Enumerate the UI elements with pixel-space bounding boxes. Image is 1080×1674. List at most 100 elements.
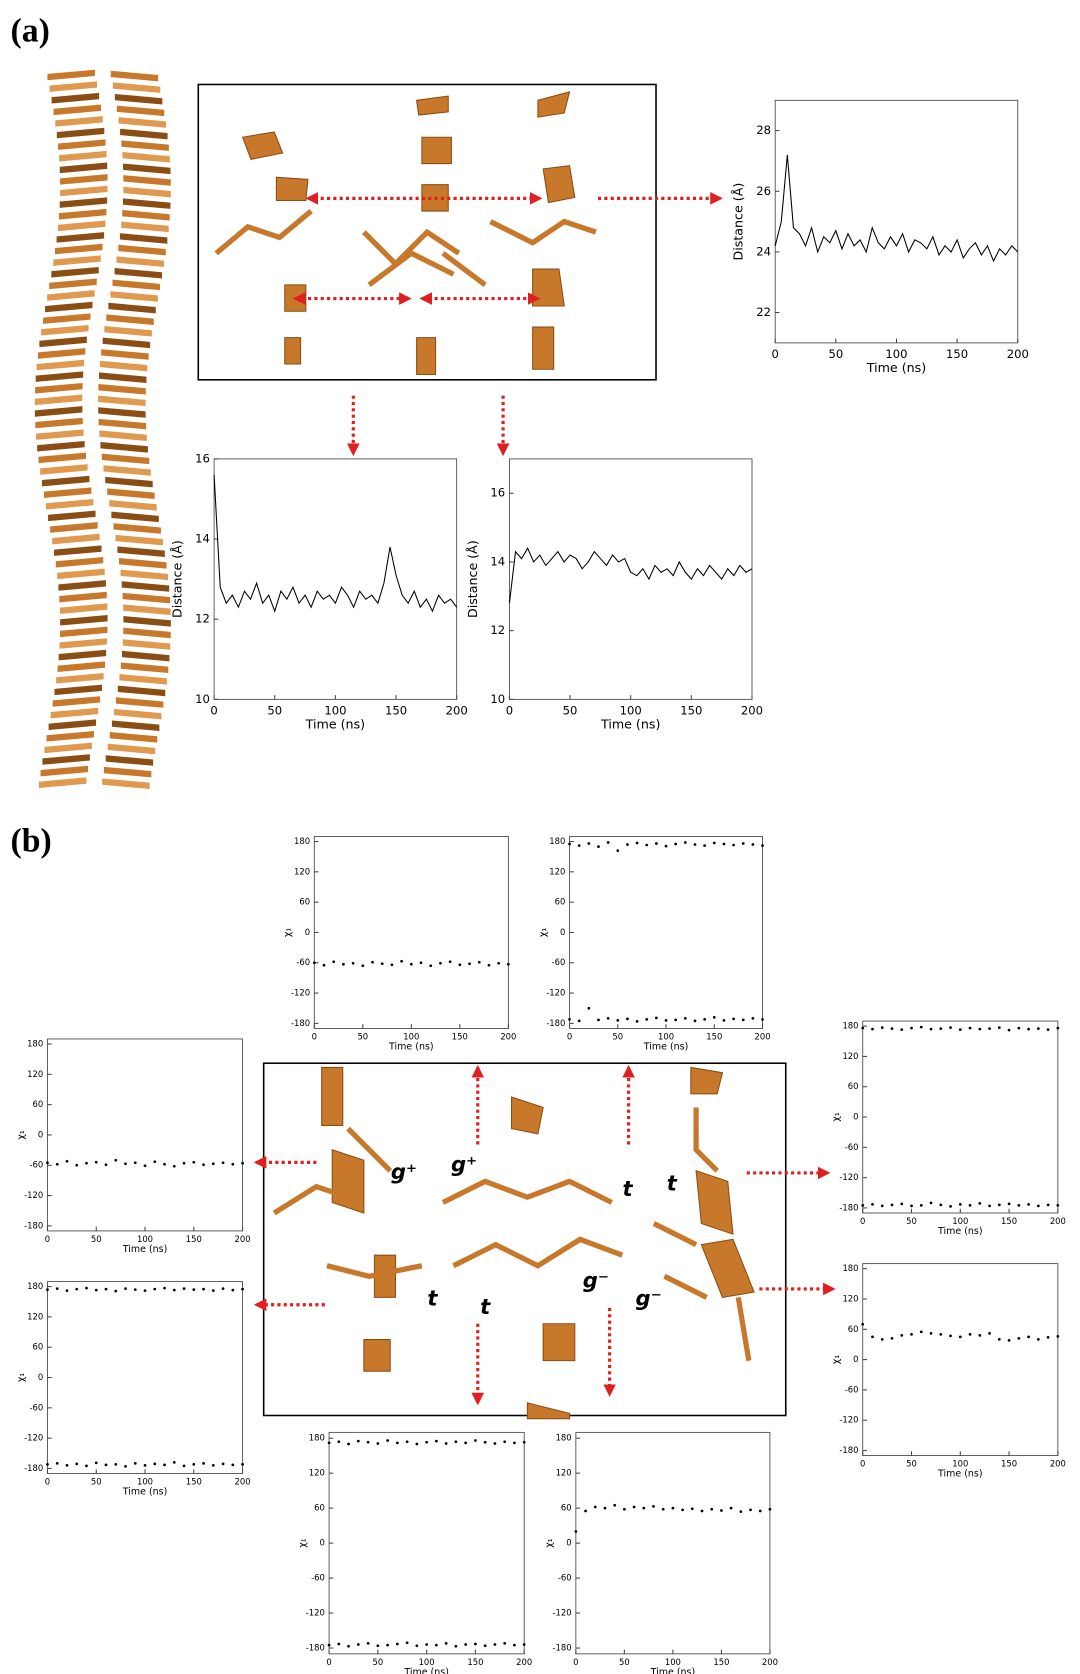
data-point — [1008, 1339, 1011, 1342]
data-point — [231, 1289, 234, 1292]
data-point — [386, 1439, 389, 1442]
y-tick-label: -120 — [546, 988, 565, 998]
data-point — [720, 1509, 723, 1512]
data-point — [742, 1018, 745, 1021]
x-tick-label: 0 — [506, 703, 513, 717]
data-point — [998, 1204, 1001, 1207]
x-tick-label: 0 — [45, 1234, 50, 1244]
data-point — [153, 1160, 156, 1163]
y-axis-label: χ₁ — [283, 928, 294, 937]
data-point — [323, 964, 326, 967]
plot-frame — [47, 1282, 242, 1474]
data-point — [861, 1323, 864, 1326]
data-point — [988, 1205, 991, 1208]
y-tick-label: -180 — [291, 1018, 310, 1028]
y-tick-label: 26 — [756, 184, 771, 198]
y-tick-label: 0 — [566, 1538, 571, 1548]
fibril-image — [35, 70, 171, 789]
data-point — [114, 1159, 117, 1162]
data-point — [623, 1508, 626, 1511]
data-point — [587, 1007, 590, 1010]
fibril-strand — [52, 534, 163, 546]
data-point — [710, 1508, 713, 1511]
x-tick-label: 200 — [516, 1657, 532, 1667]
data-point — [636, 842, 639, 845]
fibril-strand — [40, 464, 151, 476]
data-point — [920, 1330, 923, 1333]
fibril-strand — [54, 545, 165, 557]
x-tick-label: 150 — [1001, 1216, 1017, 1226]
data-point — [655, 1016, 658, 1019]
y-axis-label: Distance (Å) — [170, 540, 185, 618]
data-point — [46, 1288, 49, 1291]
y-tick-label: 180 — [309, 1433, 325, 1443]
x-tick-label: 100 — [324, 703, 346, 717]
fibril-strand — [54, 105, 165, 117]
data-point — [694, 843, 697, 846]
data-point — [75, 1288, 78, 1291]
x-axis-label: Time (ns) — [122, 1244, 168, 1255]
data-point — [381, 962, 384, 965]
y-tick-label: 0 — [560, 927, 565, 937]
data-point — [1017, 1204, 1020, 1207]
x-axis-label: Time (ns) — [643, 1041, 689, 1052]
plot-frame — [576, 1432, 770, 1653]
y-tick-label: 120 — [549, 866, 565, 876]
fibril-strand — [38, 348, 149, 360]
x-tick-label: 100 — [952, 1216, 968, 1226]
y-tick-label: -180 — [306, 1643, 325, 1653]
fibril-strand — [55, 116, 166, 128]
data-point — [503, 1440, 506, 1443]
data-point — [202, 1288, 205, 1291]
data-point — [134, 1161, 137, 1164]
data-point — [930, 1028, 933, 1031]
data-point — [1017, 1027, 1020, 1030]
data-point — [1027, 1335, 1030, 1338]
fibril-strand — [39, 453, 150, 465]
data-point — [1056, 1027, 1059, 1030]
y-tick-label: -120 — [553, 1608, 572, 1618]
data-point — [871, 1335, 874, 1338]
data-point — [420, 961, 423, 964]
data-point — [568, 1018, 571, 1021]
x-tick-label: 200 — [1050, 1216, 1066, 1226]
data-point — [134, 1462, 137, 1465]
y-tick-label: -180 — [546, 1018, 565, 1028]
rotamer-label: t — [623, 1176, 634, 1201]
data-point — [703, 844, 706, 847]
data-point — [183, 1287, 186, 1290]
data-point — [357, 1440, 360, 1443]
fibril-strand — [53, 255, 164, 267]
y-tick-label: 22 — [756, 305, 771, 319]
fibril-strand — [59, 650, 170, 662]
data-point — [478, 961, 481, 964]
x-tick-label: 150 — [467, 1657, 483, 1667]
fibril-strand — [35, 406, 146, 418]
x-tick-label: 100 — [137, 1476, 153, 1486]
y-tick-label: 120 — [27, 1069, 43, 1079]
y-tick-label: -60 — [29, 1160, 43, 1170]
data-point — [978, 1334, 981, 1337]
fibril-strand — [41, 766, 152, 778]
data-point — [891, 1204, 894, 1207]
data-point — [367, 1441, 370, 1444]
data-point — [597, 1018, 600, 1021]
y-tick-label: 120 — [556, 1468, 572, 1478]
data-point — [124, 1162, 127, 1165]
data-point — [337, 1440, 340, 1443]
data-point — [347, 1443, 350, 1446]
data-point — [752, 1017, 755, 1020]
data-point — [998, 1026, 1001, 1029]
x-tick-label: 200 — [1007, 347, 1029, 361]
fibril-strand — [47, 731, 158, 743]
x-tick-label: 150 — [385, 703, 407, 717]
y-tick-label: 120 — [294, 866, 310, 876]
data-point — [484, 1441, 487, 1444]
data-point — [665, 845, 668, 848]
x-tick-label: 150 — [680, 703, 702, 717]
data-point — [920, 1204, 923, 1207]
data-point — [949, 1026, 952, 1029]
data-point — [163, 1163, 166, 1166]
data-point — [749, 1509, 752, 1512]
data-point — [212, 1289, 215, 1292]
